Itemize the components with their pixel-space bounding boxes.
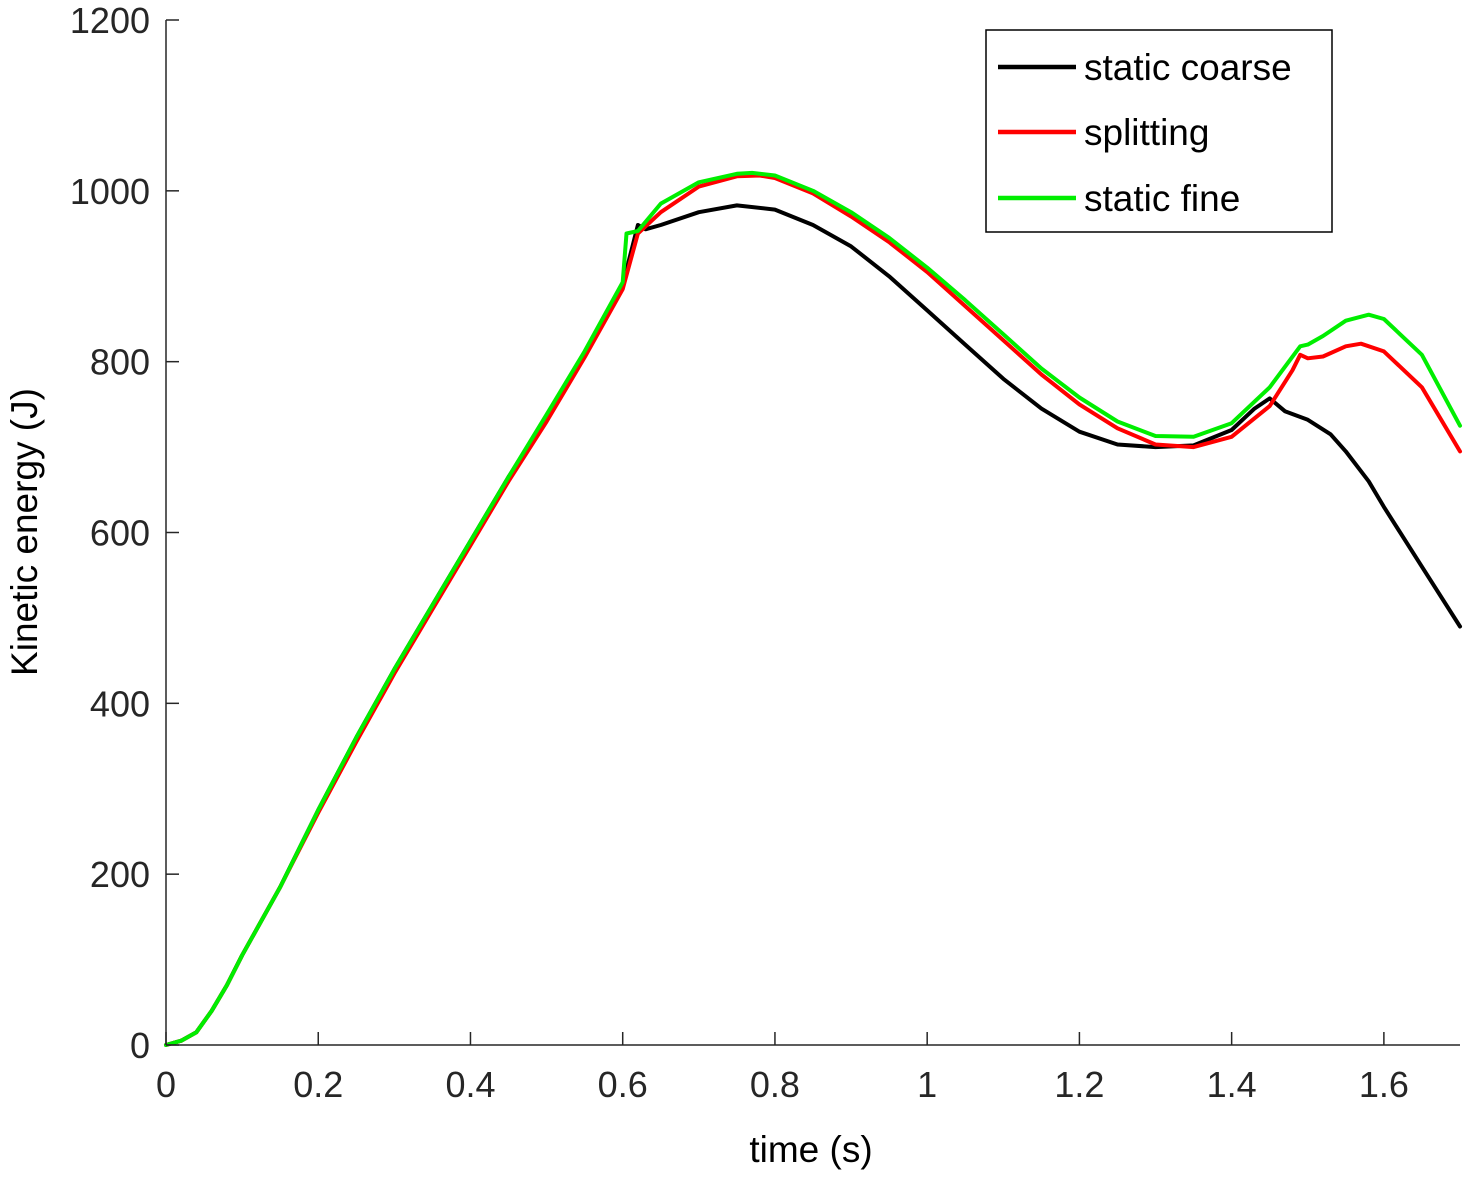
y-tick-label: 600: [90, 513, 150, 554]
y-tick-label: 1200: [70, 0, 150, 41]
y-ticks: 0 200 400 600 800 1000 1200: [70, 0, 179, 1066]
legend-label: static coarse: [1084, 47, 1292, 88]
x-tick-label: 1: [917, 1064, 937, 1105]
x-tick-label: 1.2: [1054, 1064, 1104, 1105]
x-axis-title: time (s): [749, 1129, 872, 1170]
y-tick-label: 200: [90, 854, 150, 895]
legend: static coarse splitting static fine: [985, 29, 1333, 233]
x-tick-label: 0: [156, 1064, 176, 1105]
y-tick-label: 1000: [70, 171, 150, 212]
series-lines: [164, 170, 1462, 1047]
series-line-static-fine: [164, 170, 1462, 1047]
x-ticks: 0 0.2 0.4 0.6 0.8 1 1.2 1.4 1.6: [156, 1032, 1409, 1105]
y-tick-label: 0: [130, 1025, 150, 1066]
legend-label: static fine: [1084, 178, 1240, 219]
x-tick-label: 0.8: [750, 1064, 800, 1105]
x-tick-label: 0.6: [598, 1064, 648, 1105]
legend-label: splitting: [1084, 112, 1209, 153]
y-tick-label: 800: [90, 342, 150, 383]
x-tick-label: 0.2: [293, 1064, 343, 1105]
y-axis-title: Kinetic energy (J): [4, 388, 45, 676]
x-tick-label: 1.4: [1207, 1064, 1257, 1105]
x-tick-label: 1.6: [1359, 1064, 1409, 1105]
y-tick-label: 400: [90, 683, 150, 724]
x-tick-label: 0.4: [445, 1064, 495, 1105]
